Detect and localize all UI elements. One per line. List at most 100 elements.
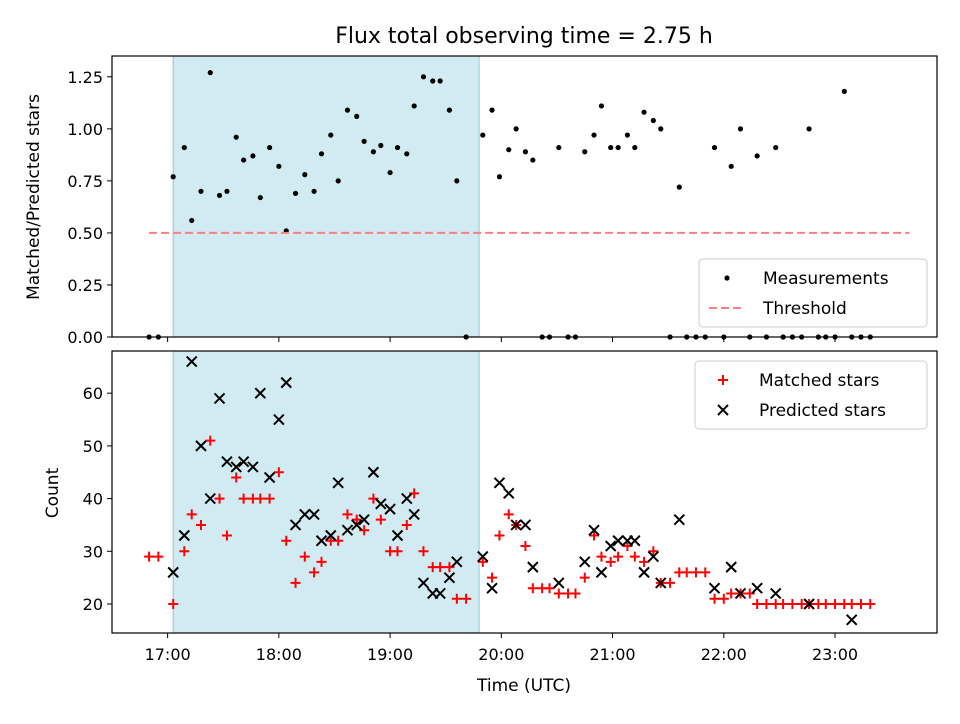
measurement-point	[489, 107, 495, 113]
x-tick-label: 23:00	[812, 645, 858, 664]
measurement-point	[181, 144, 187, 151]
measurement-point	[598, 103, 605, 109]
matched-star-point	[186, 509, 197, 520]
predicted-star-point	[451, 556, 463, 568]
y-tick-label: 0.75	[67, 172, 103, 191]
measurement-point	[530, 157, 536, 163]
matched-star-point	[290, 577, 301, 588]
predicted-star-point	[595, 566, 608, 579]
matched-star-point	[214, 493, 225, 504]
measurement-point	[318, 151, 325, 157]
top-panel: 0.00 0.25 0.50 0.75 1.00 1.25 Measurements Thre…	[67, 55, 938, 347]
matched-star-point	[830, 599, 841, 610]
matched-star-point	[778, 599, 789, 610]
measurement-point	[641, 109, 647, 115]
predicted-star-point	[751, 582, 763, 594]
predicted-star-point	[237, 455, 250, 468]
measurement-point	[711, 144, 718, 151]
predicted-star-point	[717, 404, 729, 416]
predicted-star-point	[384, 503, 396, 515]
predicted-star-point	[221, 455, 233, 468]
predicted-star-point	[167, 566, 179, 579]
predicted-star-point	[803, 598, 815, 610]
matched-star-point	[435, 562, 446, 573]
y-tick-label: 0.50	[67, 224, 103, 243]
measurement-point	[615, 144, 621, 151]
predicted-star-point	[477, 550, 489, 563]
matched-star-point	[299, 551, 310, 562]
axes-frame	[111, 350, 938, 634]
measurement-point	[658, 126, 664, 132]
matched-star-point	[494, 530, 505, 541]
measurement-point	[624, 132, 630, 138]
legend-label: Matched stars	[759, 371, 879, 391]
y-tick-label: 0.25	[67, 276, 103, 295]
matched-star-point	[690, 567, 701, 578]
matched-star-point	[238, 493, 249, 504]
matched-star-point	[709, 593, 720, 604]
measurement-point	[632, 144, 638, 151]
predicted-star-point	[254, 387, 267, 399]
axes-frame	[111, 55, 938, 338]
matched-star-point	[752, 599, 763, 610]
predicted-star-point	[341, 524, 354, 536]
matched-star-point	[665, 577, 676, 588]
matched-star-point	[613, 551, 624, 562]
matched-star-point	[401, 519, 412, 530]
matched-star-point	[205, 435, 216, 446]
bottom-y-axis-label: Count	[43, 467, 63, 518]
measurement-point	[582, 149, 588, 155]
measurement-point	[224, 188, 230, 194]
matched-star-point	[681, 567, 692, 578]
observing-window-shade	[173, 56, 480, 337]
predicted-star-point	[417, 577, 430, 589]
matched-star-point	[351, 514, 362, 525]
predicted-star-point	[358, 513, 370, 526]
matched-star-point	[392, 546, 403, 557]
measurement-point	[361, 138, 367, 144]
predicted-star-point	[725, 561, 737, 573]
predicted-star-point	[553, 577, 565, 589]
predicted-star-point	[503, 487, 515, 500]
measurement-point	[754, 153, 760, 159]
predicted-star-point	[195, 440, 207, 452]
predicted-star-point	[638, 566, 650, 579]
matched-star-point	[375, 514, 386, 525]
matched-star-point	[477, 556, 488, 567]
predicted-star-point	[230, 461, 242, 473]
predicted-star-point	[308, 508, 320, 521]
measurement-point	[170, 174, 176, 180]
predicted-star-point	[325, 529, 337, 542]
measurement-point	[292, 190, 299, 196]
matched-star-point	[153, 551, 164, 562]
measurement-point	[207, 70, 213, 76]
measurement-point	[241, 157, 247, 163]
matched-star-point	[255, 493, 266, 504]
measurement-point	[480, 132, 486, 138]
predicted-star-point	[605, 540, 617, 552]
predicted-star-point	[846, 614, 858, 626]
y-tick-label: 30	[83, 542, 103, 561]
predicted-star-point	[186, 355, 198, 368]
matched-star-point	[579, 572, 590, 583]
matched-star-point	[846, 599, 857, 610]
matched-star-point	[264, 493, 275, 504]
matched-star-point	[596, 551, 607, 562]
predicted-star-point	[315, 535, 328, 547]
predicted-star-point	[401, 492, 413, 505]
matched-star-point	[461, 593, 472, 604]
matched-star-point	[316, 556, 327, 567]
top-y-axis-label: Matched/Predicted stars	[24, 94, 44, 300]
matched-star-point	[865, 599, 876, 610]
matched-star-point	[718, 375, 728, 385]
measurement-point	[404, 151, 410, 157]
matched-star-point	[342, 509, 353, 520]
predicted-star-point	[673, 513, 686, 526]
matched-star-point	[820, 599, 831, 610]
predicted-star-point	[367, 466, 380, 478]
legend-box	[694, 360, 928, 430]
measurement-point	[556, 144, 562, 151]
matched-star-point	[273, 467, 284, 478]
predicted-star-point	[493, 477, 506, 489]
